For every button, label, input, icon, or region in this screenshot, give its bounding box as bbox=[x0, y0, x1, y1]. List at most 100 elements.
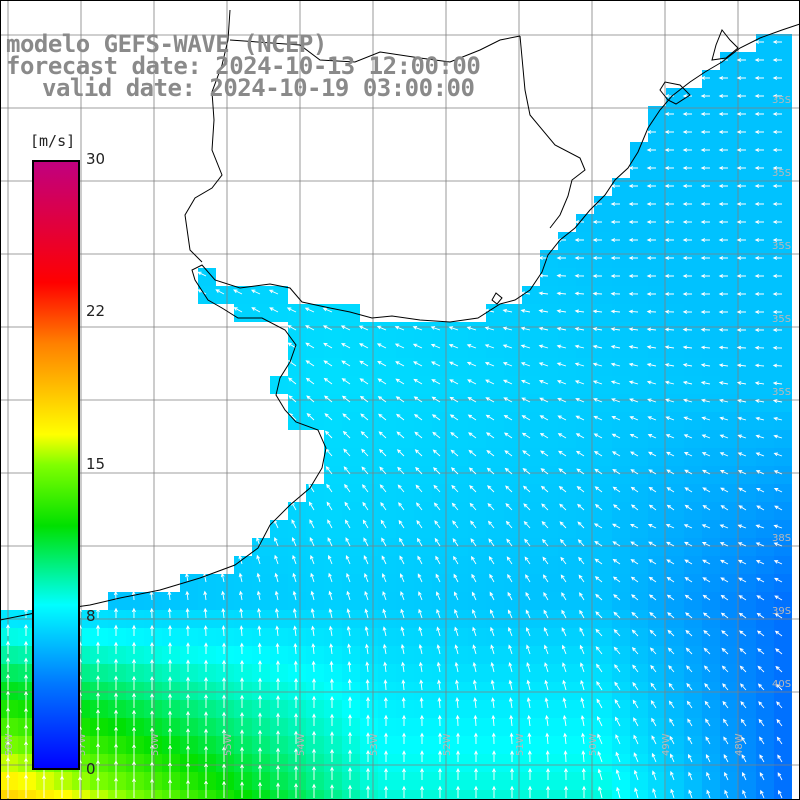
speed-cell bbox=[180, 664, 198, 682]
wind-arrow bbox=[665, 451, 675, 457]
speed-cell bbox=[648, 574, 666, 592]
wind-arrow bbox=[396, 449, 405, 457]
speed-cell bbox=[612, 232, 630, 250]
wind-arrow bbox=[222, 780, 226, 798]
speed-cell bbox=[162, 736, 180, 754]
wind-arrow bbox=[705, 718, 711, 727]
wind-arrow bbox=[700, 130, 710, 134]
speed-cell bbox=[342, 502, 360, 520]
wind-arrow bbox=[759, 771, 765, 781]
speed-cell bbox=[558, 790, 576, 800]
speed-cell bbox=[684, 772, 702, 790]
wind-arrow bbox=[706, 789, 711, 799]
speed-cell bbox=[630, 538, 648, 556]
wind-arrow bbox=[342, 413, 351, 421]
speed-cell bbox=[378, 682, 396, 700]
speed-cell bbox=[630, 178, 648, 196]
speed-cell bbox=[234, 754, 252, 772]
wind-arrow bbox=[114, 709, 118, 726]
wind-arrow bbox=[402, 785, 406, 798]
speed-cell bbox=[504, 358, 522, 376]
wind-arrow bbox=[576, 486, 585, 493]
speed-cell bbox=[234, 556, 252, 574]
speed-cell bbox=[378, 718, 396, 736]
speed-cell bbox=[360, 718, 378, 736]
speed-cell bbox=[540, 394, 558, 412]
wind-arrow bbox=[683, 434, 693, 439]
wind-arrow bbox=[240, 729, 244, 744]
speed-cell bbox=[0, 700, 18, 718]
wind-arrow bbox=[438, 767, 442, 780]
wind-arrow bbox=[538, 309, 549, 313]
speed-cell bbox=[18, 646, 36, 664]
speed-cell bbox=[90, 790, 108, 800]
speed-cell bbox=[270, 556, 288, 574]
wind-arrow bbox=[420, 785, 424, 798]
wind-arrow bbox=[473, 732, 478, 745]
speed-cell bbox=[630, 394, 648, 412]
wind-arrow bbox=[526, 679, 531, 691]
latitude-label: 38S bbox=[772, 533, 791, 544]
speed-cell bbox=[270, 304, 288, 322]
speed-cell bbox=[396, 664, 414, 682]
wind-arrow bbox=[310, 572, 315, 583]
speed-cell bbox=[342, 574, 360, 592]
wind-arrow bbox=[412, 326, 423, 331]
speed-cell bbox=[720, 412, 738, 430]
speed-cell bbox=[432, 394, 450, 412]
speed-cell bbox=[504, 772, 522, 790]
wind-arrow bbox=[522, 467, 531, 475]
wind-arrow bbox=[149, 607, 154, 619]
wind-arrow bbox=[222, 728, 226, 744]
speed-cell bbox=[144, 646, 162, 664]
wind-arrow bbox=[701, 398, 711, 403]
wind-arrow bbox=[574, 362, 585, 367]
wind-arrow bbox=[756, 505, 765, 511]
speed-cell bbox=[720, 124, 738, 142]
speed-cell bbox=[432, 502, 450, 520]
speed-cell bbox=[684, 574, 702, 592]
speed-cell bbox=[738, 214, 756, 232]
wind-arrow bbox=[666, 487, 675, 493]
wind-arrow bbox=[773, 416, 783, 421]
speed-cell bbox=[594, 466, 612, 484]
speed-cell bbox=[720, 286, 738, 304]
speed-cell bbox=[648, 304, 666, 322]
longitude-label: 55W bbox=[223, 733, 234, 756]
wind-arrow bbox=[650, 682, 657, 691]
speed-cell bbox=[216, 790, 234, 800]
speed-cell bbox=[756, 520, 774, 538]
speed-cell bbox=[522, 358, 540, 376]
speed-cell bbox=[234, 304, 252, 322]
speed-cell bbox=[756, 376, 774, 394]
speed-cell bbox=[738, 232, 756, 250]
wind-arrow bbox=[758, 701, 765, 709]
speed-cell bbox=[684, 556, 702, 574]
speed-cell bbox=[126, 592, 144, 610]
wind-arrow bbox=[630, 576, 639, 583]
speed-cell bbox=[468, 718, 486, 736]
wind-arrow bbox=[24, 707, 28, 726]
wind-arrow bbox=[664, 309, 675, 314]
wind-arrow bbox=[520, 379, 531, 385]
wind-arrow bbox=[646, 309, 657, 314]
wind-arrow bbox=[718, 76, 728, 80]
speed-cell bbox=[576, 754, 594, 772]
wind-arrow bbox=[668, 665, 675, 673]
speed-cell bbox=[594, 646, 612, 664]
speed-cell bbox=[666, 448, 684, 466]
speed-cell bbox=[342, 358, 360, 376]
wind-arrow bbox=[6, 673, 10, 690]
wind-arrow bbox=[487, 520, 495, 529]
wind-arrow bbox=[256, 590, 261, 601]
speed-cell bbox=[684, 304, 702, 322]
speed-cell bbox=[432, 682, 450, 700]
wind-arrow bbox=[504, 450, 513, 457]
wind-arrow bbox=[544, 644, 549, 655]
wind-arrow bbox=[276, 782, 280, 798]
wind-arrow bbox=[773, 470, 783, 475]
speed-cell bbox=[612, 664, 630, 682]
wind-arrow bbox=[240, 694, 244, 708]
speed-cell bbox=[270, 538, 288, 556]
wind-arrow bbox=[311, 660, 316, 673]
